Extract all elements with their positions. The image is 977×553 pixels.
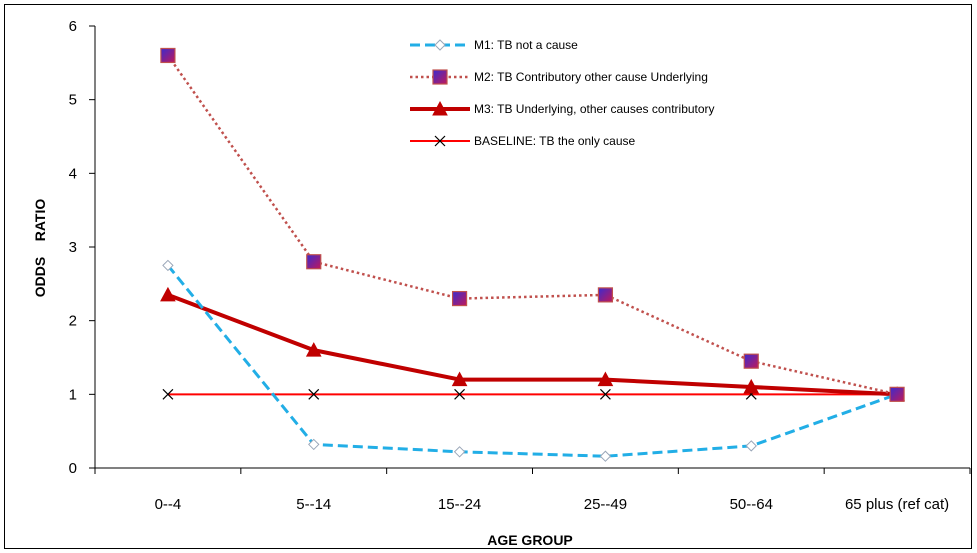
data-point bbox=[306, 254, 322, 270]
data-point bbox=[451, 290, 468, 307]
data-point bbox=[597, 287, 614, 303]
data-point bbox=[308, 388, 320, 400]
series-line bbox=[166, 264, 898, 458]
data-point bbox=[743, 378, 760, 394]
series-line bbox=[166, 54, 898, 396]
data-point bbox=[162, 388, 174, 400]
series-line bbox=[167, 293, 898, 397]
data-point bbox=[432, 69, 448, 85]
legend-label: BASELINE: TB the only cause bbox=[474, 134, 636, 148]
legend-label: M1: TB not a cause bbox=[474, 38, 578, 52]
data-point bbox=[743, 353, 759, 369]
data-point bbox=[162, 259, 174, 272]
y-tick-label: 4 bbox=[69, 165, 77, 182]
series-2 bbox=[160, 47, 905, 402]
data-point bbox=[305, 342, 322, 357]
y-tick-label: 2 bbox=[69, 313, 77, 330]
x-tick-label: 0--4 bbox=[155, 496, 182, 513]
x-tick-label: 5--14 bbox=[296, 496, 331, 513]
legend: M1: TB not a cause M2: TB Contributory ot… bbox=[410, 38, 715, 148]
data-point bbox=[889, 386, 905, 402]
x-axis-title: AGE GROUP bbox=[487, 532, 573, 548]
x-tick-label: 50--64 bbox=[730, 496, 773, 513]
series-4 bbox=[162, 388, 903, 400]
data-point bbox=[599, 450, 612, 462]
legend-item: M3: TB Underlying, other causes contribu… bbox=[410, 100, 715, 116]
data-point bbox=[597, 371, 614, 387]
data-point bbox=[434, 135, 446, 147]
series-layer bbox=[160, 47, 905, 462]
data-point bbox=[453, 446, 466, 458]
data-point bbox=[160, 47, 176, 64]
data-point bbox=[308, 438, 320, 451]
legend-item: M2: TB Contributory other cause Underlyi… bbox=[410, 69, 708, 85]
data-point-stroke bbox=[599, 388, 611, 400]
data-point-stroke bbox=[308, 388, 320, 400]
legend-label: M3: TB Underlying, other causes contribu… bbox=[474, 102, 715, 116]
y-axis-title: ODDS RATIO bbox=[32, 199, 48, 298]
data-point bbox=[454, 388, 466, 400]
data-point bbox=[160, 286, 176, 302]
series-1 bbox=[162, 259, 903, 462]
data-point-stroke bbox=[162, 388, 174, 400]
data-point bbox=[745, 440, 757, 452]
y-tick-label: 0 bbox=[69, 460, 77, 477]
x-tick-label: 25--49 bbox=[584, 496, 627, 513]
y-tick-label: 5 bbox=[69, 92, 77, 109]
y-tick-label: 3 bbox=[69, 239, 77, 256]
y-tick-label: 6 bbox=[69, 18, 77, 35]
legend-label: M2: TB Contributory other cause Underlyi… bbox=[474, 70, 708, 84]
data-point bbox=[599, 388, 611, 400]
x-tick-label: 65 plus (ref cat) bbox=[845, 496, 949, 513]
data-point-stroke bbox=[434, 135, 446, 147]
x-tick-label: 15--24 bbox=[438, 496, 481, 513]
axes: 0 1 2 3 4 5 6 0--4 5--14 15--24 25--49 50--64 65 plu… bbox=[69, 18, 971, 513]
data-point bbox=[432, 100, 448, 116]
y-tick-label: 1 bbox=[69, 386, 77, 403]
data-point bbox=[451, 371, 468, 387]
legend-item: BASELINE: TB the only cause bbox=[410, 134, 636, 148]
series-3 bbox=[160, 286, 905, 401]
data-point bbox=[434, 39, 446, 51]
chart-frame bbox=[4, 4, 972, 549]
legend-item: M1: TB not a cause bbox=[410, 38, 578, 52]
data-point-stroke bbox=[454, 388, 466, 400]
